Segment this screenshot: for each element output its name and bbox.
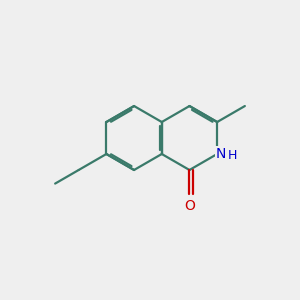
Text: O: O <box>184 199 195 213</box>
Text: N: N <box>216 147 226 161</box>
Text: H: H <box>228 149 237 162</box>
